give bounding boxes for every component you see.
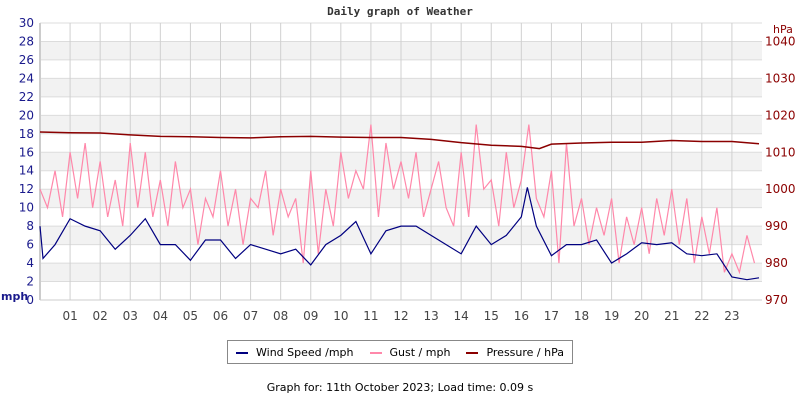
right-tick-label: 1020 bbox=[765, 108, 796, 122]
x-tick-label: 15 bbox=[484, 309, 499, 323]
legend-swatch-gust bbox=[369, 351, 382, 354]
right-tick-label: 1030 bbox=[765, 71, 796, 85]
legend-item-pressure: Pressure / hPa bbox=[466, 346, 564, 359]
x-tick-label: 18 bbox=[574, 309, 589, 323]
right-tick-label: 990 bbox=[765, 219, 788, 233]
legend-swatch-pressure bbox=[466, 351, 479, 354]
x-tick-label: 08 bbox=[273, 309, 288, 323]
right-tick-label: 1040 bbox=[765, 34, 796, 48]
left-tick-label: 16 bbox=[19, 145, 34, 159]
x-tick-label: 21 bbox=[664, 309, 679, 323]
right-axis-unit: hPa bbox=[773, 23, 793, 36]
left-tick-label: 4 bbox=[26, 256, 34, 270]
x-tick-label: 23 bbox=[724, 309, 739, 323]
legend-label: Wind Speed /mph bbox=[256, 345, 354, 359]
left-tick-label: 10 bbox=[19, 201, 34, 215]
x-tick-label: 04 bbox=[153, 309, 168, 323]
x-tick-label: 13 bbox=[423, 309, 438, 323]
x-tick-label: 02 bbox=[93, 309, 108, 323]
x-tick-label: 22 bbox=[694, 309, 709, 323]
x-tick-label: 16 bbox=[514, 309, 529, 323]
left-axis-unit: mph bbox=[1, 290, 28, 303]
legend-swatch-wind bbox=[236, 351, 248, 354]
chart-title: Daily graph of Weather bbox=[327, 5, 473, 18]
x-tick-label: 17 bbox=[544, 309, 559, 323]
left-tick-label: 30 bbox=[19, 16, 34, 30]
left-tick-label: 6 bbox=[26, 238, 34, 252]
x-tick-label: 12 bbox=[393, 309, 408, 323]
left-tick-label: 20 bbox=[19, 108, 34, 122]
x-tick-label: 01 bbox=[62, 309, 77, 323]
legend-label: Pressure / hPa bbox=[486, 345, 564, 359]
x-tick-label: 14 bbox=[454, 309, 469, 323]
x-tick-label: 07 bbox=[243, 309, 258, 323]
x-tick-label: 19 bbox=[604, 309, 619, 323]
pressure-series-line bbox=[39, 131, 760, 150]
right-tick-label: 970 bbox=[765, 293, 788, 307]
x-tick-label: 11 bbox=[363, 309, 378, 323]
legend-item-gust: Gust / mph bbox=[369, 345, 451, 359]
left-tick-label: 12 bbox=[19, 182, 34, 196]
left-tick-label: 14 bbox=[19, 164, 34, 178]
legend-label: Gust / mph bbox=[389, 345, 451, 359]
left-tick-label: 18 bbox=[19, 127, 34, 141]
right-tick-label: 1000 bbox=[765, 182, 796, 196]
wind-speed-series-line bbox=[39, 187, 760, 281]
legend-item-wind: Wind Speed /mph bbox=[236, 346, 354, 359]
legend: Wind Speed /mph Gust / mph Pressure / hP… bbox=[227, 340, 573, 364]
left-tick-label: 22 bbox=[19, 90, 34, 104]
gust-series-line bbox=[39, 124, 756, 275]
x-tick-label: 20 bbox=[634, 309, 649, 323]
left-tick-label: 8 bbox=[26, 219, 34, 233]
left-tick-label: 28 bbox=[19, 34, 34, 48]
x-tick-label: 09 bbox=[303, 309, 318, 323]
x-tick-label: 06 bbox=[213, 309, 228, 323]
left-tick-label: 26 bbox=[19, 53, 34, 67]
x-tick-label: 10 bbox=[333, 309, 348, 323]
right-tick-label: 980 bbox=[765, 256, 788, 270]
left-tick-label: 24 bbox=[19, 71, 34, 85]
left-tick-label: 2 bbox=[26, 275, 34, 289]
footer-text: Graph for: 11th October 2023; Load time:… bbox=[266, 381, 534, 394]
x-tick-label: 03 bbox=[123, 309, 138, 323]
x-tick-label: 05 bbox=[183, 309, 198, 323]
right-tick-label: 1010 bbox=[765, 145, 796, 159]
left-tick-label: 0 bbox=[26, 293, 34, 307]
